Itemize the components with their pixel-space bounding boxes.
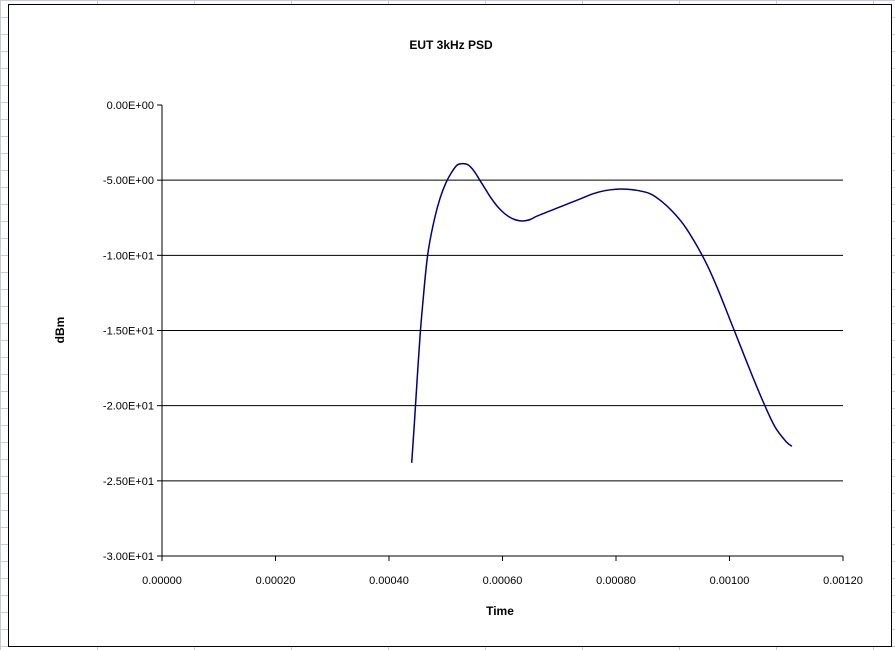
y-axis-title: dBm	[53, 317, 67, 344]
chart-area: EUT 3kHz PSD 0.00E+00 -5.00E+00 -1.00E+01 -…	[8, 4, 892, 647]
x-tick-label: 0.00100	[710, 575, 750, 587]
series-line	[410, 162, 793, 463]
y-tick-label: -5.00E+00	[103, 175, 154, 187]
x-tick-label: 0.00000	[142, 575, 182, 587]
x-tick-labels: 0.00000 0.00020 0.00040 0.00060 0.00080 0.001…	[142, 575, 863, 587]
y-tick-label: -2.50E+01	[103, 476, 154, 488]
x-tick-label: 0.00080	[596, 575, 636, 587]
y-tick-label: -3.00E+01	[103, 551, 154, 563]
line-chart: EUT 3kHz PSD 0.00E+00 -5.00E+00 -1.00E+01 -…	[53, 38, 863, 618]
x-axis-title: Time	[486, 604, 514, 618]
y-tick-label: -2.00E+01	[103, 401, 154, 413]
axes	[157, 104, 844, 561]
chart-title: EUT 3kHz PSD	[409, 38, 493, 52]
series-layer	[410, 162, 793, 463]
y-tick-labels: 0.00E+00 -5.00E+00 -1.00E+01 -1.50E+01 -2.00…	[103, 100, 154, 563]
x-tick-label: 0.00020	[256, 575, 296, 587]
y-tick-label: -1.00E+01	[103, 250, 154, 262]
y-tick-label: 0.00E+00	[107, 100, 154, 112]
gridlines	[162, 179, 843, 482]
x-tick-label: 0.00040	[369, 575, 409, 587]
x-tick-label: 0.00060	[483, 575, 523, 587]
y-tick-label: -1.50E+01	[103, 326, 154, 338]
x-tick-label: 0.00120	[823, 575, 863, 587]
